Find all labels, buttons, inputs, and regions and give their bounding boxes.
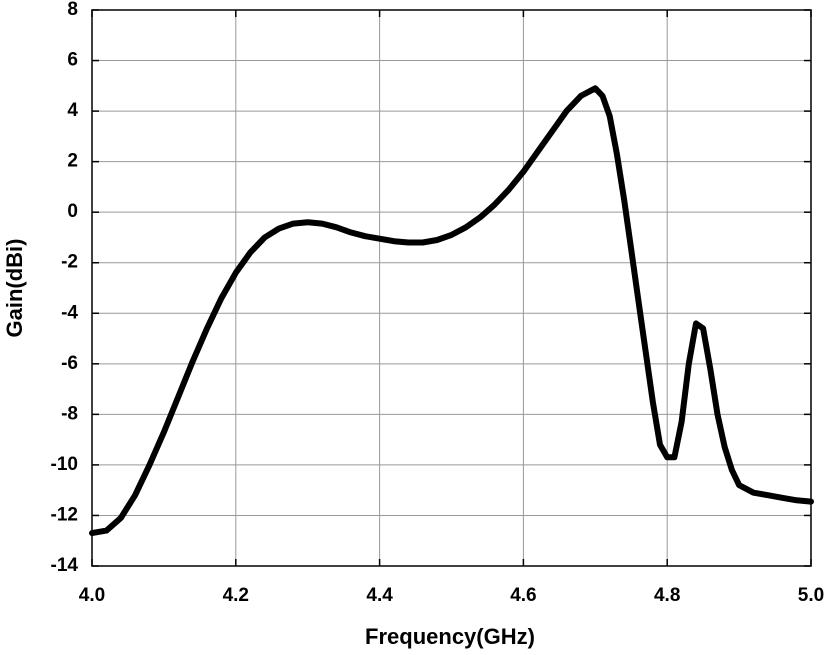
x-tick-label: 4.8: [654, 585, 680, 606]
y-tick-label: -2: [61, 252, 78, 273]
y-tick-label: 2: [67, 151, 78, 172]
x-tick-label: 4.2: [223, 585, 249, 606]
y-tick-label: 8: [67, 0, 78, 20]
x-tick-label: 4.6: [510, 585, 536, 606]
y-tick-label: -8: [61, 403, 78, 424]
x-tick-label: 4.0: [79, 585, 105, 606]
y-tick-label: 0: [67, 201, 78, 222]
plot-frame: [91, 9, 812, 567]
y-tick-label: 4: [67, 100, 78, 121]
y-tick-label: -12: [51, 504, 78, 525]
y-tick-label: 6: [67, 50, 78, 71]
y-tick-label: -4: [61, 302, 78, 323]
x-tick-label: 5.0: [798, 585, 824, 606]
data-line: [89, 85, 814, 537]
y-tick-label: -10: [51, 454, 78, 475]
x-tick-label: 4.4: [366, 585, 393, 606]
x-axis-label: Frequency(GHz): [365, 624, 535, 649]
y-axis-label: Gain(dBi): [2, 239, 27, 338]
y-tick-label: -6: [61, 353, 78, 374]
y-tick-label: -14: [51, 555, 79, 576]
